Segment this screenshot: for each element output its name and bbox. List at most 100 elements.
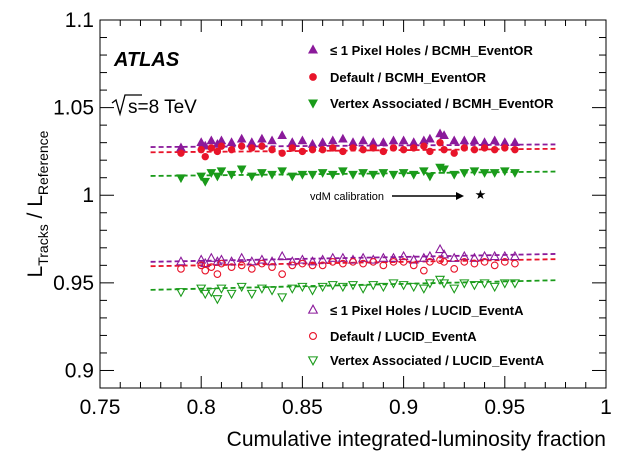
data-point <box>307 256 318 266</box>
legend-label: Vertex Associated / BCMH_EventOR <box>330 96 554 111</box>
data-point <box>226 289 237 300</box>
legend-label: ≤ 1 Pixel Holes / BCMH_EventOR <box>330 43 534 58</box>
data-point <box>226 170 237 180</box>
data-point <box>196 172 207 182</box>
x-axis-title: Cumulative integrated-luminosity fractio… <box>227 428 606 451</box>
legend-label: ≤ 1 Pixel Holes / LUCID_EventA <box>330 303 524 318</box>
data-point <box>378 137 389 147</box>
y-axis-title-main: L <box>24 266 47 278</box>
data-point <box>398 281 409 291</box>
data-point <box>398 169 409 178</box>
x-tick-label: 0.75 <box>80 396 121 419</box>
data-point <box>489 135 500 145</box>
data-point <box>216 284 227 294</box>
data-point <box>236 282 247 293</box>
y-tick-label: 0.9 <box>65 359 94 382</box>
fit-lines <box>150 143 556 291</box>
data-point <box>418 252 429 262</box>
data-point <box>248 144 256 152</box>
data-point <box>388 170 399 180</box>
data-point <box>449 135 460 145</box>
data-point <box>459 250 470 261</box>
data-point <box>499 250 510 261</box>
data-point <box>226 256 237 266</box>
data-point <box>278 270 287 278</box>
data-point <box>379 147 388 156</box>
data-point <box>287 172 298 182</box>
data-point <box>317 137 328 147</box>
data-point <box>419 167 429 177</box>
data-point <box>268 145 276 154</box>
data-point <box>175 256 187 266</box>
data-point <box>327 170 338 180</box>
data-point <box>368 281 379 291</box>
legend-label: Default / BCMH_EventOR <box>330 70 487 85</box>
data-point <box>175 288 187 298</box>
data-point <box>469 167 480 177</box>
data-point <box>490 261 499 270</box>
x-tick-label: 0.9 <box>389 396 418 419</box>
data-point <box>267 135 277 145</box>
data-point <box>368 170 379 180</box>
data-point <box>347 281 359 291</box>
data-point <box>349 257 357 266</box>
data-point <box>440 145 448 154</box>
data-point <box>426 257 434 266</box>
data-point <box>266 256 278 266</box>
data-point <box>358 252 369 262</box>
data-point <box>469 252 480 262</box>
data-point <box>246 289 257 300</box>
data-point <box>177 264 185 273</box>
data-point <box>459 135 470 145</box>
data-point <box>449 170 460 180</box>
data-point <box>398 135 409 145</box>
data-point <box>318 145 327 154</box>
data-point <box>490 145 499 154</box>
data-point <box>358 284 369 294</box>
data-point <box>196 137 207 147</box>
data-point <box>388 135 399 145</box>
data-point <box>258 259 266 268</box>
data-point <box>256 254 267 264</box>
data-point <box>337 252 348 262</box>
data-point <box>511 145 519 154</box>
data-point <box>267 170 277 180</box>
data-point <box>328 257 337 266</box>
data-point <box>501 144 509 152</box>
data-point <box>297 282 308 293</box>
data-point <box>339 147 347 156</box>
data-point <box>500 257 509 266</box>
legend-lucid: ≤ 1 Pixel Holes / LUCID_EventA Default / … <box>307 303 545 368</box>
data-point <box>469 135 480 145</box>
data-point <box>359 145 367 154</box>
data-point <box>317 169 328 178</box>
data-point <box>227 263 236 271</box>
legend-marker <box>309 73 317 81</box>
data-point <box>459 169 470 178</box>
data-point <box>200 177 211 187</box>
data-point <box>277 167 287 177</box>
data-point <box>499 167 510 177</box>
data-point <box>213 147 222 156</box>
data-point <box>226 137 237 147</box>
x-tick-label: 1 <box>600 396 612 419</box>
data-point <box>439 165 449 175</box>
legend-marker <box>307 356 319 366</box>
data-point <box>297 135 308 145</box>
data-point <box>358 169 368 178</box>
legend-label: Default / LUCID_EventA <box>330 329 477 344</box>
data-point <box>440 257 448 266</box>
data-point <box>327 252 338 262</box>
y-axis-title-sub1: Tracks <box>35 224 51 265</box>
x-tick-label: 0.8 <box>187 396 216 419</box>
data-point <box>257 133 267 143</box>
data-point <box>408 254 419 264</box>
data-point <box>479 169 490 178</box>
legend-marker <box>308 99 318 109</box>
data-point <box>206 252 217 262</box>
data-point <box>246 256 257 266</box>
data-point <box>298 147 307 156</box>
data-point <box>479 250 490 261</box>
data-point <box>213 270 222 278</box>
